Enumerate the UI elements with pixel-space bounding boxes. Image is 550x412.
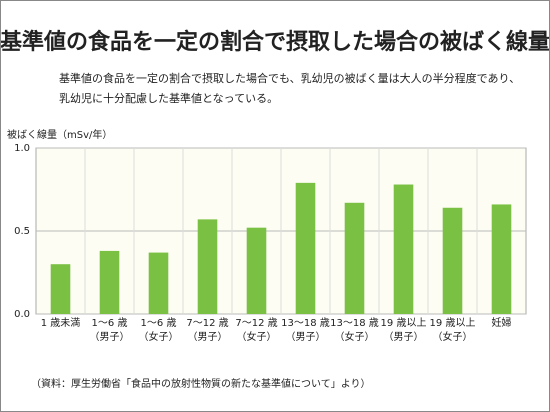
chart-title: 基準値の食品を一定の割合で摂取した場合の被ばく線量 [1, 29, 549, 55]
x-tick-label: 7〜12 歳 （男子） [186, 318, 229, 343]
x-tick-label: 13〜18 歳 （女子） [330, 318, 379, 343]
x-tick-label: 1〜6 歳 （女子） [138, 318, 179, 343]
bar [491, 204, 512, 314]
y-tick-label: 0.5 [14, 226, 30, 237]
bar [295, 182, 316, 314]
x-tick-label: 13〜18 歳 （男子） [281, 318, 330, 343]
bar [197, 219, 218, 314]
bar [50, 264, 71, 314]
x-tick-label: 妊婦 [491, 318, 512, 329]
x-tick-label: 7〜12 歳 （女子） [235, 318, 278, 343]
subtitle: 基準値の食品を一定の割合で摂取した場合でも、乳幼児の被ばく量は大人の半分程度であ… [59, 71, 520, 85]
source-note: （資料：厚生労働省「食品中の放射性物質の新たな基準値について」より） [31, 377, 371, 390]
x-tick-label: 1 歳未満 [40, 318, 81, 329]
y-tick-label: 1.0 [14, 143, 30, 154]
x-tick-label: 19 歳以上 （男子） [380, 318, 427, 343]
x-tick-label: 1〜6 歳 （男子） [89, 318, 130, 343]
subtitle: 乳幼児に十分配慮した基準値となっている。 [59, 91, 278, 105]
bar [99, 250, 120, 314]
x-tick-label: 19 歳以上 （女子） [429, 318, 476, 343]
bar [148, 252, 169, 314]
bar [442, 207, 463, 314]
bar [344, 202, 365, 314]
y-axis-label: 被ばく線量（mSv/年） [7, 128, 112, 141]
bar [246, 227, 267, 314]
bar [393, 184, 414, 314]
y-tick-label: 0.0 [14, 309, 30, 320]
